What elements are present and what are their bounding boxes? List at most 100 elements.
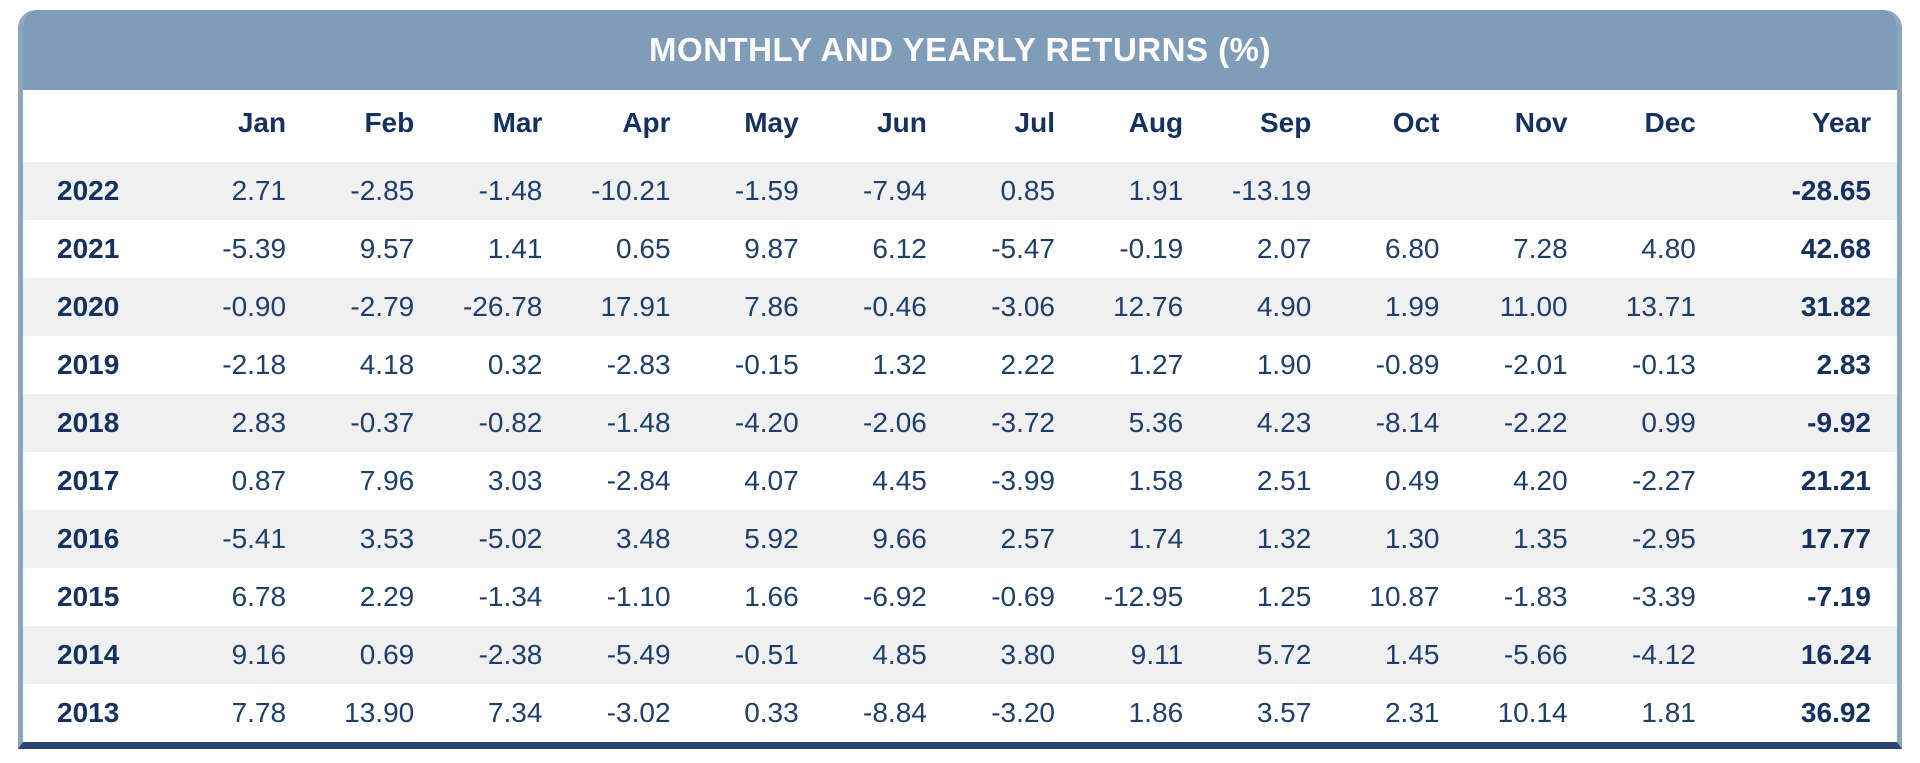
cell-feb: 0.69: [359, 639, 415, 670]
row-year-label: 2019: [57, 349, 120, 380]
cell-apr: -2.83: [606, 349, 671, 380]
cell-sep: 3.57: [1256, 697, 1312, 728]
cell-mar: -1.34: [478, 581, 543, 612]
row-year-label: 2018: [57, 407, 120, 438]
column-header-row: Jan Feb Mar Apr May Jun Jul Aug Sep Oct Nov Dec Year: [23, 90, 1897, 162]
cell-oct: 0.49: [1384, 465, 1440, 496]
cell-mar: 1.41: [487, 233, 543, 264]
cell-jul: -3.99: [991, 465, 1056, 496]
cell-jul: 0.85: [1000, 175, 1056, 206]
col-header-empty: [23, 90, 172, 162]
cell-aug: 1.91: [1128, 175, 1184, 206]
cell-jan: -0.90: [222, 291, 287, 322]
returns-table: Jan Feb Mar Apr May Jun Jul Aug Sep Oct Nov Dec Year…: [23, 90, 1897, 742]
col-header-may: May: [684, 90, 813, 162]
cell-nov: 11.00: [1499, 291, 1568, 322]
cell-jun: 9.66: [872, 523, 927, 554]
cell-oct: 2.31: [1384, 697, 1440, 728]
row-year-label: 2014: [57, 639, 120, 670]
table-body: 2022 2.71 -2.85 -1.48 -10.21 -1.59 -7.94 0.85 1.…: [23, 162, 1897, 742]
row-year-label: 2021: [57, 233, 120, 264]
cell-jun: 4.45: [872, 465, 927, 496]
row-year-label: 2013: [57, 697, 120, 728]
cell-aug: 1.58: [1128, 465, 1184, 496]
cell-jan: -2.18: [222, 349, 287, 380]
cell-oct: 1.30: [1384, 523, 1440, 554]
cell-year-total: -7.19: [1807, 581, 1871, 612]
cell-mar: -0.82: [478, 407, 543, 438]
cell-sep: 4.23: [1256, 407, 1312, 438]
cell-apr: -10.21: [591, 175, 671, 206]
cell-dec: -4.12: [1632, 639, 1696, 670]
cell-oct: -0.89: [1375, 349, 1440, 380]
row-year-label: 2016: [57, 523, 120, 554]
cell-feb: 3.53: [359, 523, 415, 554]
cell-dec: -3.39: [1632, 581, 1696, 612]
cell-apr: 17.91: [600, 291, 671, 322]
cell-mar: 0.32: [487, 349, 543, 380]
cell-aug: 12.76: [1113, 291, 1184, 322]
table-title: MONTHLY AND YEARLY RETURNS (%): [23, 10, 1897, 90]
table-row-2021: 2021 -5.39 9.57 1.41 0.65 9.87 6.12 -5.47 -0.19 2…: [23, 220, 1897, 278]
cell-may: -4.20: [734, 407, 799, 438]
row-year-label: 2022: [57, 175, 120, 206]
returns-table-card: MONTHLY AND YEARLY RETURNS (%) Jan Feb Mar…: [18, 10, 1902, 749]
cell-sep: -13.19: [1231, 175, 1312, 206]
cell-dec: -0.13: [1632, 349, 1696, 380]
cell-mar: 3.03: [487, 465, 543, 496]
table-row-2014: 2014 9.16 0.69 -2.38 -5.49 -0.51 4.85 3.80 9.11 5…: [23, 626, 1897, 684]
cell-year-total: -28.65: [1791, 175, 1871, 206]
cell-oct: [1325, 162, 1453, 220]
cell-jul: -3.72: [991, 407, 1056, 438]
col-header-year: Year: [1709, 90, 1897, 162]
cell-aug: -0.19: [1119, 233, 1184, 264]
cell-aug: 9.11: [1130, 639, 1184, 670]
cell-sep: 4.90: [1256, 291, 1312, 322]
row-year-label: 2015: [57, 581, 120, 612]
cell-year-total: -9.92: [1807, 407, 1871, 438]
cell-aug: 1.86: [1128, 697, 1184, 728]
cell-nov: 10.14: [1497, 697, 1568, 728]
cell-jun: -0.46: [863, 291, 927, 322]
cell-sep: 1.90: [1256, 349, 1312, 380]
cell-mar: -1.48: [478, 175, 543, 206]
table-row-2022: 2022 2.71 -2.85 -1.48 -10.21 -1.59 -7.94 0.85 1.…: [23, 162, 1897, 220]
cell-may: 1.66: [744, 581, 799, 612]
cell-feb: -2.85: [350, 175, 415, 206]
col-header-dec: Dec: [1581, 90, 1710, 162]
cell-oct: 10.87: [1369, 581, 1440, 612]
cell-feb: -2.79: [350, 291, 415, 322]
cell-dec: 4.80: [1641, 233, 1696, 264]
cell-feb: 7.96: [359, 465, 415, 496]
col-header-oct: Oct: [1325, 90, 1454, 162]
cell-aug: 1.27: [1128, 349, 1184, 380]
cell-year-total: 36.92: [1800, 697, 1871, 728]
cell-mar: -26.78: [462, 291, 543, 322]
cell-jun: 6.12: [872, 233, 927, 264]
cell-year-total: 21.21: [1800, 465, 1871, 496]
cell-jun: -2.06: [863, 407, 927, 438]
cell-jun: -8.84: [863, 697, 927, 728]
cell-feb: 2.29: [359, 581, 415, 612]
cell-nov: -2.01: [1503, 349, 1568, 380]
cell-year-total: 31.82: [1800, 291, 1871, 322]
col-header-jun: Jun: [812, 90, 941, 162]
cell-jul: -0.69: [991, 581, 1056, 612]
cell-may: -1.59: [734, 175, 799, 206]
cell-oct: 1.99: [1384, 291, 1440, 322]
cell-may: 0.33: [744, 697, 799, 728]
cell-may: -0.51: [734, 639, 799, 670]
cell-sep: 1.32: [1256, 523, 1312, 554]
row-year-label: 2017: [57, 465, 120, 496]
cell-oct: 6.80: [1384, 233, 1440, 264]
cell-aug: -12.95: [1103, 581, 1184, 612]
col-header-apr: Apr: [556, 90, 685, 162]
cell-year-total: 2.83: [1816, 349, 1872, 380]
cell-jun: 1.32: [872, 349, 927, 380]
cell-nov: 4.20: [1513, 465, 1568, 496]
cell-apr: -2.84: [606, 465, 671, 496]
cell-jan: 6.78: [231, 581, 287, 612]
cell-apr: -1.10: [606, 581, 671, 612]
cell-may: 4.07: [744, 465, 799, 496]
cell-jul: -5.47: [991, 233, 1056, 264]
